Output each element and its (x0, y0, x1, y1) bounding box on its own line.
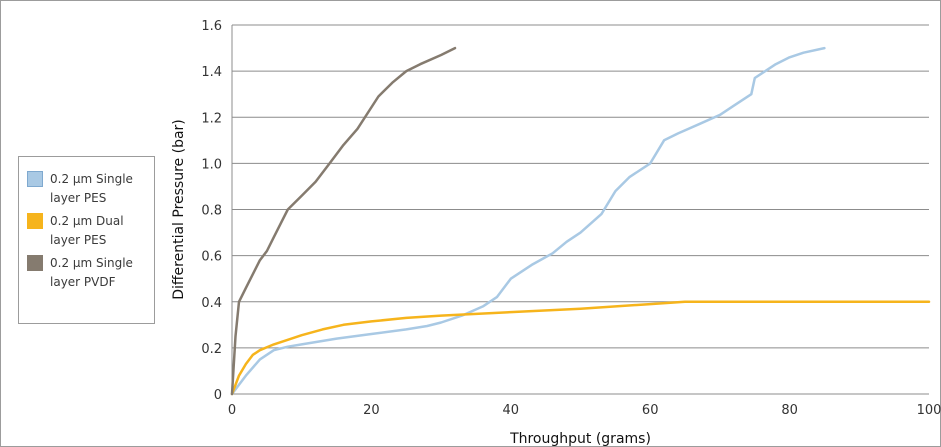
y-tick-label: 0.6 (201, 250, 222, 265)
legend-label-single-pes: 0.2 µm Single layer PES (50, 172, 133, 205)
legend-item-single-pvdf: 0.2 µm Single layer PVDF (27, 254, 148, 292)
legend-swatch-dual-pes (27, 213, 43, 229)
x-tick-label: 100 (917, 403, 941, 418)
x-tick-label: 60 (642, 403, 659, 418)
legend: 0.2 µm Single layer PES 0.2 µm Dual laye… (18, 156, 155, 324)
legend-item-dual-pes: 0.2 µm Dual layer PES (27, 212, 148, 250)
series-line-single-pes (230, 46, 826, 396)
y-tick-label: 0.4 (201, 296, 222, 311)
series-lines (230, 46, 931, 396)
tick-labels: 0 0.2 0.4 0.6 0.8 1.0 1.2 1.4 1.6 0 20 40 60 80 100 (201, 19, 941, 418)
series-line-single-pvdf (230, 46, 457, 396)
x-tick-label: 20 (363, 403, 380, 418)
y-tick-label: 0.8 (201, 204, 222, 219)
legend-swatch-single-pvdf (27, 255, 43, 271)
axes (231, 25, 929, 395)
x-axis-title: Throughput (grams) (509, 431, 651, 447)
legend-label-dual-pes: 0.2 µm Dual layer PES (50, 214, 124, 247)
x-tick-label: 40 (503, 403, 520, 418)
y-tick-label: 1.4 (201, 65, 222, 80)
y-tick-label: 1.0 (201, 157, 222, 172)
legend-swatch-single-pes (27, 171, 43, 187)
x-tick-label: 0 (228, 403, 236, 418)
gridlines (232, 24, 929, 349)
x-tick-label: 80 (781, 403, 798, 418)
legend-label-single-pvdf: 0.2 µm Single layer PVDF (50, 256, 133, 289)
y-tick-label: 1.6 (201, 19, 222, 34)
y-tick-label: 0.2 (201, 342, 222, 357)
series-line-dual-pes (230, 300, 931, 396)
y-tick-label: 1.2 (201, 111, 222, 126)
y-axis-title: Differential Pressure (bar) (171, 119, 187, 300)
legend-item-single-pes: 0.2 µm Single layer PES (27, 170, 148, 208)
y-tick-label: 0 (214, 388, 222, 403)
